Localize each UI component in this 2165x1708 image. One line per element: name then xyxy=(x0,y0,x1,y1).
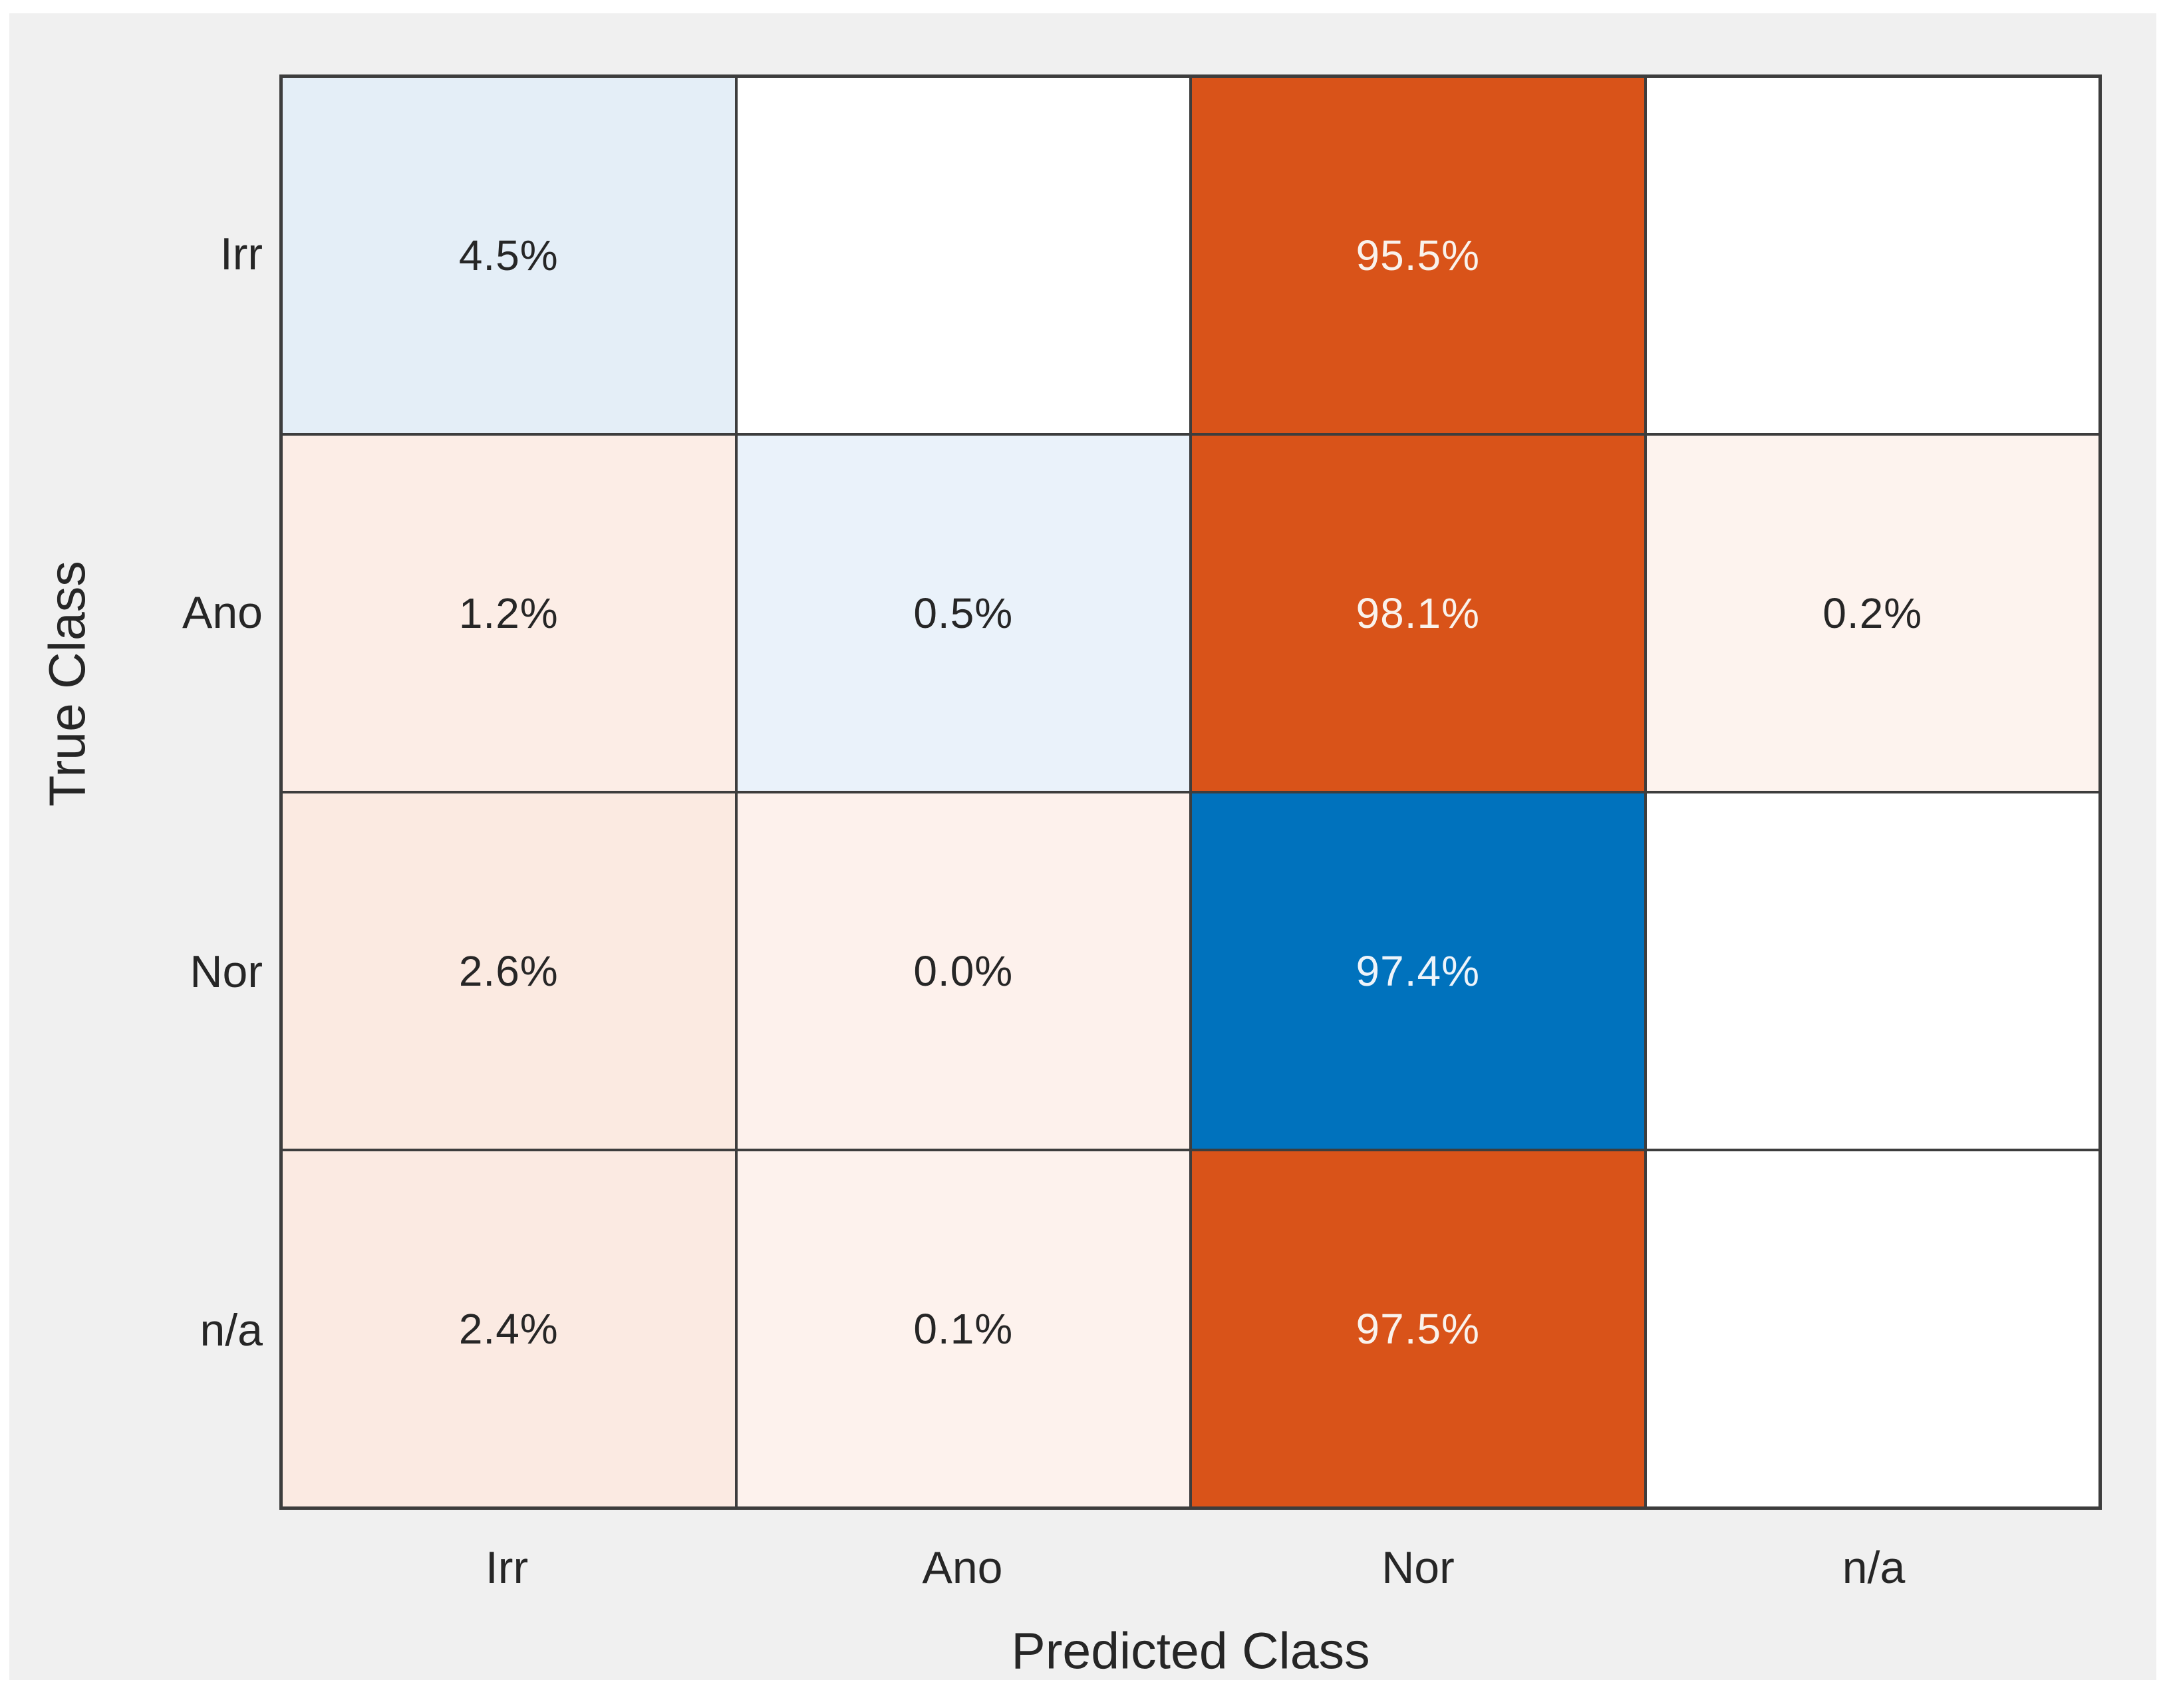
cell-irr-nor: 95.5% xyxy=(1192,78,1644,433)
y-tick-label-ano: Ano xyxy=(182,587,263,638)
cell-na-nor: 97.5% xyxy=(1192,1151,1644,1506)
cell-nor-na xyxy=(1646,793,2098,1149)
cell-nor-ano: 0.0% xyxy=(737,793,1189,1149)
cell-ano-ano: 0.5% xyxy=(737,436,1189,791)
cell-na-ano: 0.1% xyxy=(737,1151,1189,1506)
matrix-grid: 4.5% 95.5% 1.2% 0.5% 98.1% 0.2% 2.6% 0.0… xyxy=(279,74,2102,1510)
cell-ano-na: 0.2% xyxy=(1646,436,2098,791)
cell-nor-nor: 97.4% xyxy=(1192,793,1644,1149)
cell-ano-irr: 1.2% xyxy=(283,436,735,791)
cell-na-irr: 2.4% xyxy=(283,1151,735,1506)
y-tick-label-nor: Nor xyxy=(190,946,263,997)
cell-irr-ano xyxy=(737,78,1189,433)
cell-ano-nor: 98.1% xyxy=(1192,436,1644,791)
y-tick-label-na: n/a xyxy=(200,1305,263,1355)
x-axis-title: Predicted Class xyxy=(1011,1622,1370,1680)
cell-irr-na xyxy=(1646,78,2098,433)
x-tick-label-ano: Ano xyxy=(922,1542,1003,1593)
x-tick-label-nor: Nor xyxy=(1381,1542,1455,1593)
cell-irr-irr: 4.5% xyxy=(283,78,735,433)
cell-na-na xyxy=(1646,1151,2098,1506)
y-tick-label-irr: Irr xyxy=(219,229,263,279)
x-tick-label-irr: Irr xyxy=(485,1542,529,1593)
x-tick-label-na: n/a xyxy=(1842,1542,1906,1593)
cell-nor-irr: 2.6% xyxy=(283,793,735,1149)
